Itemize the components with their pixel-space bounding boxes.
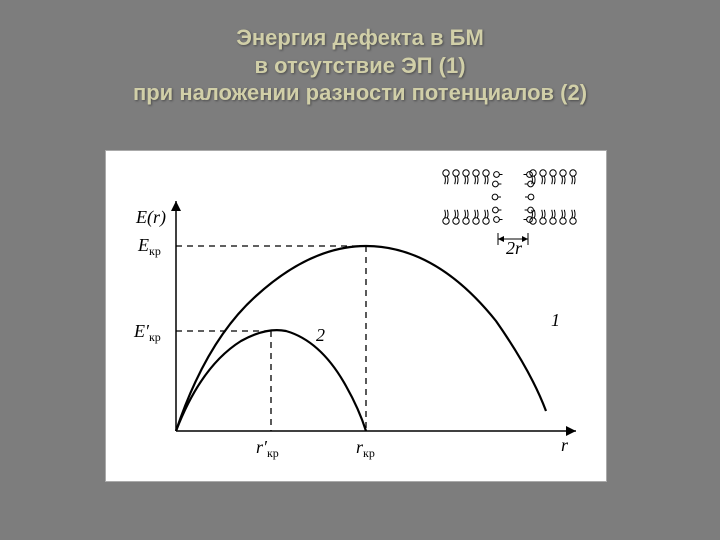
curve-1-label: 1 — [551, 310, 560, 330]
slide-title: Энергия дефекта в БМ в отсутствие ЭП (1)… — [0, 24, 720, 107]
label-ekr: Eкр — [137, 235, 161, 258]
y-axis-label: E(r) — [135, 207, 166, 228]
title-line-2: в отсутствие ЭП (1) — [0, 52, 720, 80]
y-axis-arrow — [171, 201, 181, 211]
title-line-1: Энергия дефекта в БМ — [0, 24, 720, 52]
label-rprimekr: r′кр — [256, 437, 279, 460]
label-rkr: rкр — [356, 437, 375, 460]
title-line-3: при наложении разности потенциалов (2) — [0, 79, 720, 107]
label-eprimekr: E′кр — [133, 321, 161, 344]
slide-root: { "title": { "line1": "Энергия дефекта в… — [0, 0, 720, 540]
x-axis-label: r — [561, 435, 569, 455]
energy-chart: 1 2 E(r) Eкр E′кр r′кр rкр r — [106, 151, 606, 481]
chart-panel: 1 2 E(r) Eкр E′кр r′кр rкр r — [105, 150, 607, 482]
curve-2-label: 2 — [316, 325, 325, 345]
inset-dimension: 2r — [498, 233, 528, 258]
membrane-inset — [443, 170, 576, 224]
curve-1 — [176, 246, 546, 431]
inset-2r-label: 2r — [506, 238, 523, 258]
